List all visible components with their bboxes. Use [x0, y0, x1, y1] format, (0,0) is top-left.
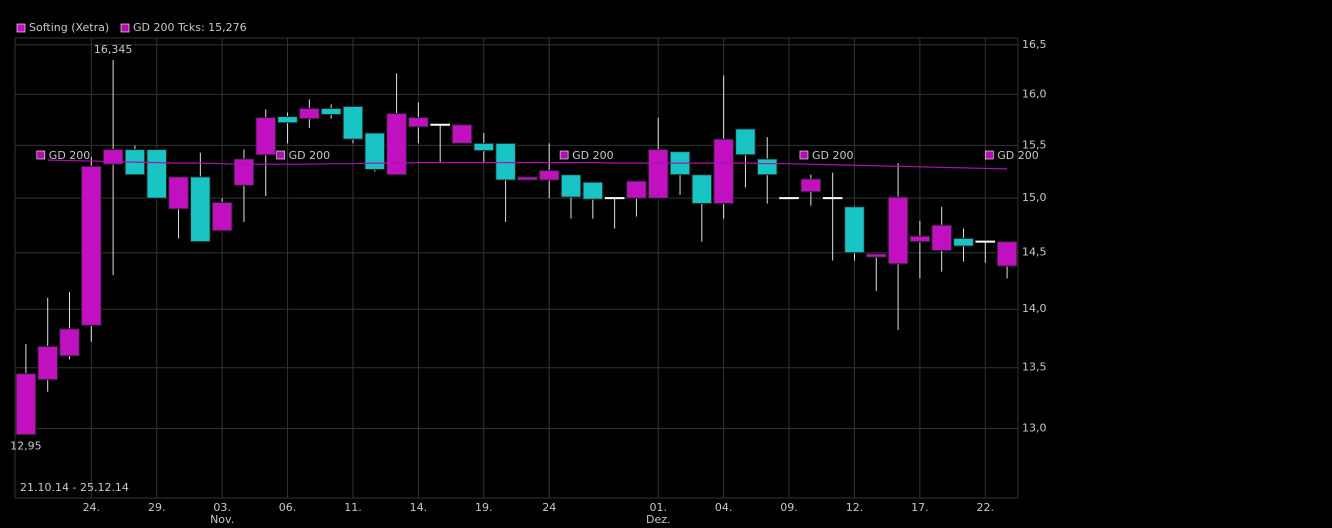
x-tick-label: 01.	[649, 501, 667, 514]
x-tick-label: 24.	[83, 501, 101, 514]
candle-body	[996, 241, 1018, 267]
legend-label: GD 200 Tcks: 15,276	[133, 21, 247, 34]
candle-body	[691, 174, 713, 205]
x-tick-label: 17.	[911, 501, 929, 514]
candle-body	[168, 176, 189, 210]
candle-body	[408, 117, 429, 128]
candle-body	[190, 176, 211, 243]
candle-body	[451, 124, 473, 144]
y-tick-label: 14,5	[1022, 246, 1047, 259]
candle-body	[713, 138, 734, 205]
candle-body	[931, 224, 952, 252]
y-tick-label: 15,0	[1022, 191, 1047, 204]
x-tick-label: 04.	[715, 501, 733, 514]
x-tick-label: 22.	[977, 501, 995, 514]
y-tick-label: 13,5	[1022, 361, 1047, 374]
candle-body	[582, 181, 604, 200]
candle-body	[560, 174, 582, 198]
annotation: GD 200	[812, 149, 854, 162]
ma-line	[47, 159, 1008, 170]
candle-body	[102, 149, 124, 165]
x-tick-label: 19.	[475, 501, 493, 514]
x-tick-label: 12.	[846, 501, 864, 514]
candle-body	[81, 165, 102, 326]
legend-swatch	[16, 23, 26, 33]
candle-body	[146, 149, 168, 199]
legend-swatch	[120, 23, 130, 33]
annotation: GD 200	[49, 149, 91, 162]
x-tick-label: 29.	[148, 501, 166, 514]
candle-body	[473, 142, 495, 152]
y-tick-label: 15,5	[1022, 138, 1047, 151]
candle-body	[342, 105, 364, 140]
x-tick-label: 11.	[344, 501, 362, 514]
candle-body	[386, 113, 407, 176]
candle-body	[626, 180, 647, 199]
candle-body	[887, 196, 909, 265]
candle-body	[538, 170, 560, 181]
high-label: 16,345	[94, 43, 133, 56]
annotation-swatch	[559, 150, 569, 160]
candle-body	[233, 158, 255, 186]
candle-body	[517, 176, 538, 181]
annotation: GD 200	[289, 149, 331, 162]
candle-body	[255, 117, 277, 156]
candle-body	[277, 116, 298, 124]
candle-body	[299, 107, 320, 120]
y-tick-label: 16,0	[1022, 87, 1047, 100]
candle-body	[364, 132, 386, 170]
annotation-swatch	[36, 150, 46, 160]
x-tick-label: 03.	[213, 501, 231, 514]
candle-body	[59, 328, 80, 357]
x-tick-label: 06.	[279, 501, 297, 514]
x-tick-label: 09.	[780, 501, 798, 514]
candle-body	[735, 128, 756, 156]
y-tick-label: 13,0	[1022, 421, 1047, 434]
candle-body	[865, 253, 887, 258]
candle-body	[844, 206, 865, 254]
footer: 21.10.14 - 25.12.14	[20, 481, 129, 494]
candle-body	[647, 149, 669, 199]
y-tick-label: 16,5	[1022, 38, 1047, 51]
candle-body	[320, 107, 342, 116]
plot-frame	[14, 37, 1019, 499]
candle-body	[909, 235, 931, 243]
x-tick-label: 24	[542, 501, 556, 514]
candle-body	[211, 201, 233, 232]
month-label: Dez.	[646, 513, 671, 526]
candle-body	[953, 237, 974, 247]
candle-body	[37, 345, 59, 381]
candle-body	[756, 158, 778, 176]
candle-body	[800, 178, 822, 193]
annotation-swatch	[984, 150, 994, 160]
annotation: GD 200	[997, 149, 1039, 162]
candle-body	[495, 142, 516, 181]
candle-body	[15, 373, 37, 436]
y-tick-label: 14,0	[1022, 302, 1047, 315]
annotation-swatch	[276, 150, 285, 160]
month-label: Nov.	[210, 513, 234, 526]
legend-label: Softing (Xetra)	[29, 21, 109, 34]
low-label: 12,95	[10, 440, 42, 453]
annotation-swatch	[799, 150, 809, 160]
x-tick-label: 14.	[410, 501, 428, 514]
annotation: GD 200	[572, 149, 614, 162]
